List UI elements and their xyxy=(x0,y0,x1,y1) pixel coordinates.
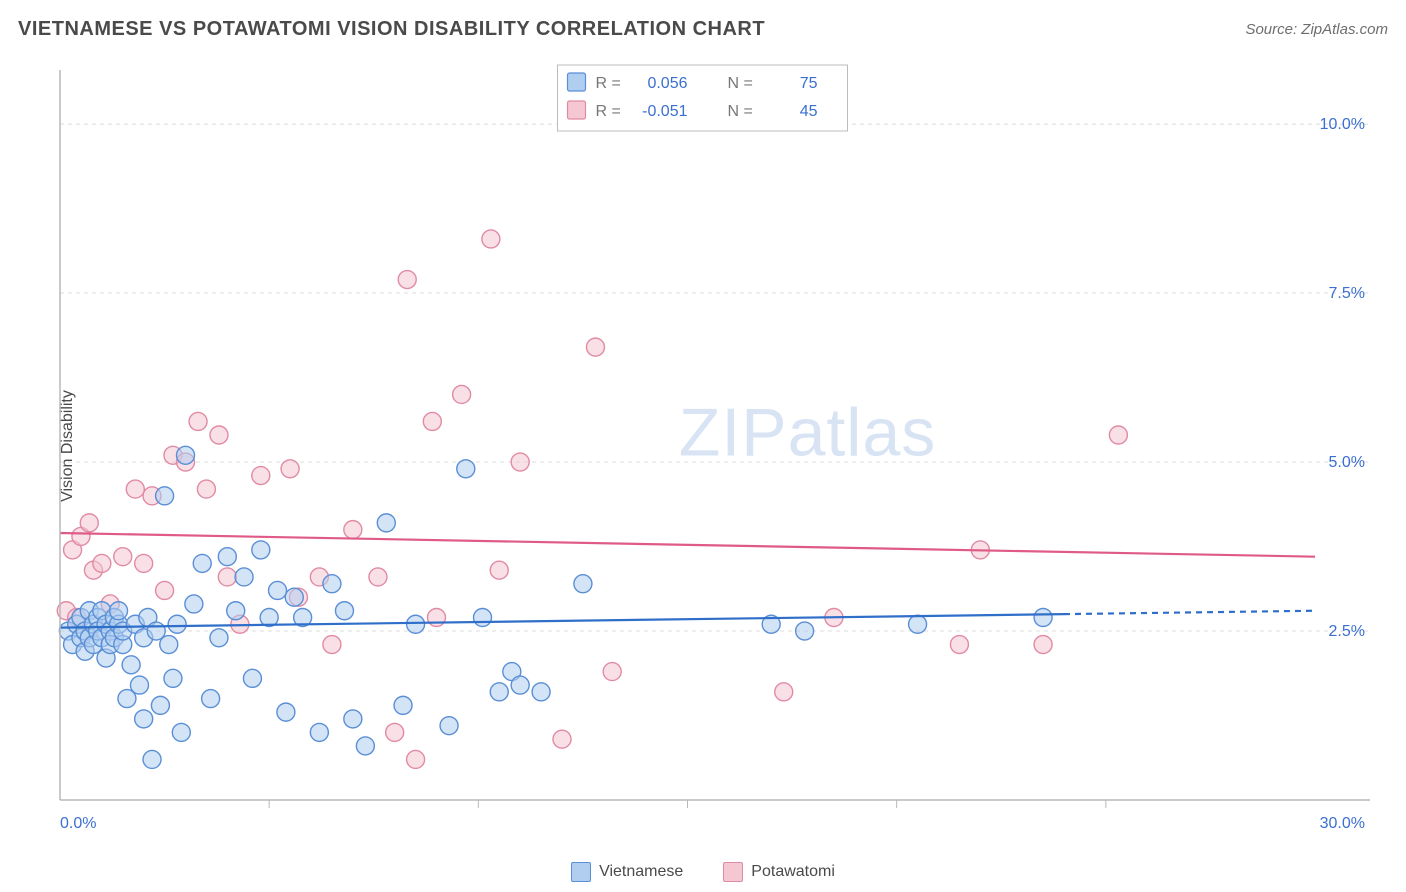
data-point xyxy=(603,663,621,681)
svg-text:45: 45 xyxy=(800,103,818,120)
data-point xyxy=(281,460,299,478)
svg-text:R =: R = xyxy=(596,103,621,120)
data-point xyxy=(398,271,416,289)
data-point xyxy=(335,602,353,620)
data-point xyxy=(210,426,228,444)
svg-text:R =: R = xyxy=(596,75,621,92)
data-point xyxy=(202,690,220,708)
data-point xyxy=(574,575,592,593)
data-point xyxy=(252,467,270,485)
data-point xyxy=(285,588,303,606)
data-point xyxy=(130,676,148,694)
svg-text:N =: N = xyxy=(728,103,753,120)
legend-item-vietnamese: Vietnamese xyxy=(571,862,683,882)
source-label: Source: ZipAtlas.com xyxy=(1245,21,1388,38)
data-point xyxy=(407,750,425,768)
data-point xyxy=(344,521,362,539)
data-point xyxy=(482,230,500,248)
data-point xyxy=(428,609,446,627)
data-point xyxy=(218,548,236,566)
data-point xyxy=(1109,426,1127,444)
data-point xyxy=(110,602,128,620)
svg-text:5.0%: 5.0% xyxy=(1329,454,1365,471)
data-point xyxy=(114,548,132,566)
legend-label-potawatomi: Potawatomi xyxy=(751,863,835,881)
data-point xyxy=(243,669,261,687)
data-point xyxy=(423,412,441,430)
data-point xyxy=(394,696,412,714)
data-point xyxy=(453,385,471,403)
svg-text:7.5%: 7.5% xyxy=(1329,285,1365,302)
data-point xyxy=(440,717,458,735)
data-point xyxy=(310,723,328,741)
data-point xyxy=(511,676,529,694)
data-point xyxy=(135,710,153,728)
header: VIETNAMESE VS POTAWATOMI VISION DISABILI… xyxy=(18,18,1388,41)
swatch-vietnamese xyxy=(571,862,591,882)
data-point xyxy=(457,460,475,478)
data-point xyxy=(143,750,161,768)
svg-text:75: 75 xyxy=(800,75,818,92)
data-point xyxy=(164,669,182,687)
data-point xyxy=(407,615,425,633)
data-point xyxy=(553,730,571,748)
data-point xyxy=(775,683,793,701)
data-point xyxy=(323,575,341,593)
data-point xyxy=(586,338,604,356)
data-point xyxy=(235,568,253,586)
data-point xyxy=(356,737,374,755)
data-point xyxy=(185,595,203,613)
scatter-plot: ZIPatlas 2.5% 5.0% 7.5% 10.0% 0.0% 30.0% R = 0.0… xyxy=(50,60,1370,840)
data-point xyxy=(386,723,404,741)
data-point xyxy=(950,636,968,654)
data-point xyxy=(1034,609,1052,627)
svg-text:2.5%: 2.5% xyxy=(1329,623,1365,640)
data-point xyxy=(177,446,195,464)
chart-title: VIETNAMESE VS POTAWATOMI VISION DISABILI… xyxy=(18,18,765,41)
watermark: ZIPatlas xyxy=(679,394,936,470)
data-point xyxy=(151,696,169,714)
data-point xyxy=(227,602,245,620)
data-point xyxy=(344,710,362,728)
svg-text:0.056: 0.056 xyxy=(647,75,687,92)
data-point xyxy=(210,629,228,647)
data-point xyxy=(197,480,215,498)
swatch-potawatomi xyxy=(723,862,743,882)
data-point xyxy=(252,541,270,559)
data-point xyxy=(160,636,178,654)
svg-text:0.0%: 0.0% xyxy=(60,815,96,832)
svg-text:30.0%: 30.0% xyxy=(1320,815,1365,832)
data-point xyxy=(156,487,174,505)
data-point xyxy=(93,554,111,572)
data-point xyxy=(490,561,508,579)
data-point xyxy=(490,683,508,701)
svg-text:-0.051: -0.051 xyxy=(642,103,687,120)
data-point xyxy=(218,568,236,586)
data-point xyxy=(323,636,341,654)
legend-label-vietnamese: Vietnamese xyxy=(599,863,683,881)
series-legend: Vietnamese Potawatomi xyxy=(0,862,1406,882)
data-point xyxy=(511,453,529,471)
data-point xyxy=(796,622,814,640)
svg-text:N =: N = xyxy=(728,75,753,92)
data-point xyxy=(909,615,927,633)
data-point xyxy=(172,723,190,741)
data-point xyxy=(193,554,211,572)
data-point xyxy=(269,581,287,599)
svg-text:10.0%: 10.0% xyxy=(1320,116,1365,133)
data-point xyxy=(369,568,387,586)
data-point xyxy=(377,514,395,532)
data-point xyxy=(1034,636,1052,654)
data-point xyxy=(277,703,295,721)
data-point xyxy=(122,656,140,674)
data-point xyxy=(168,615,186,633)
data-point xyxy=(126,480,144,498)
data-point xyxy=(474,609,492,627)
legend-item-potawatomi: Potawatomi xyxy=(723,862,835,882)
data-point xyxy=(189,412,207,430)
data-point xyxy=(156,581,174,599)
data-point xyxy=(532,683,550,701)
data-point xyxy=(80,514,98,532)
data-point xyxy=(135,554,153,572)
